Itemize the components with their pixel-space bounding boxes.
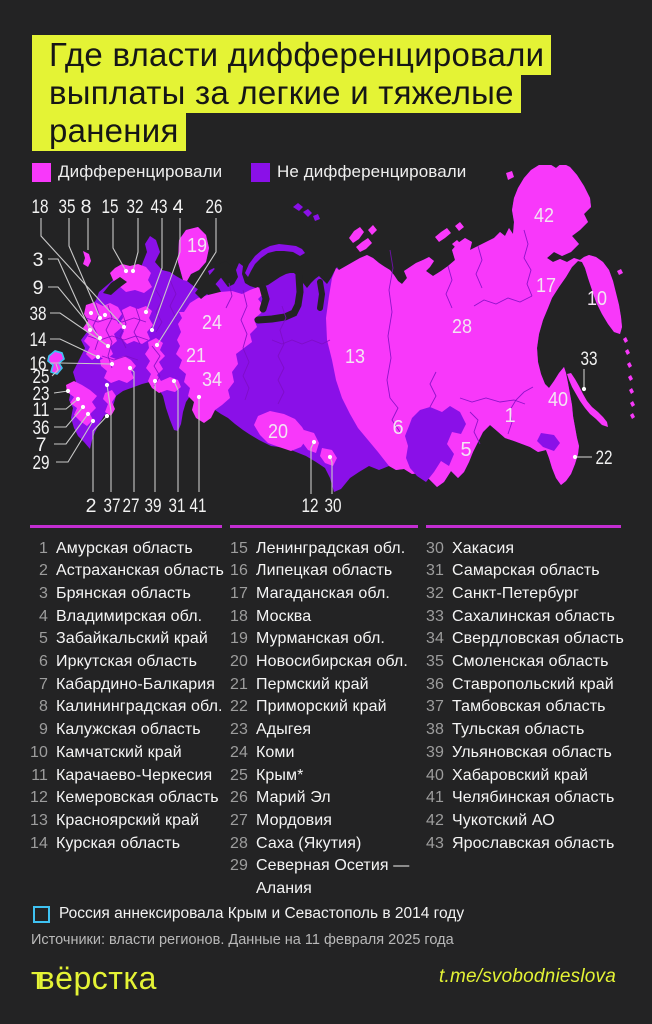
svg-text:22: 22 <box>596 447 613 469</box>
svg-text:43: 43 <box>151 196 168 218</box>
svg-text:35: 35 <box>59 196 76 218</box>
svg-text:16: 16 <box>30 353 47 375</box>
svg-text:39: 39 <box>145 495 162 517</box>
svg-text:27: 27 <box>123 495 140 517</box>
svg-text:36: 36 <box>33 417 50 439</box>
svg-text:8: 8 <box>81 196 92 218</box>
svg-text:24: 24 <box>202 312 222 334</box>
svg-text:26: 26 <box>206 196 223 218</box>
svg-text:15: 15 <box>102 196 119 218</box>
svg-text:32: 32 <box>127 196 144 218</box>
svg-text:5: 5 <box>460 439 471 461</box>
svg-text:31: 31 <box>169 495 186 517</box>
svg-text:11: 11 <box>33 399 50 421</box>
svg-text:34: 34 <box>202 369 222 391</box>
svg-text:21: 21 <box>186 345 206 367</box>
svg-text:23: 23 <box>33 383 50 405</box>
svg-text:41: 41 <box>190 495 207 517</box>
svg-text:13: 13 <box>345 346 365 368</box>
svg-text:25: 25 <box>33 366 50 388</box>
svg-text:42: 42 <box>534 205 554 227</box>
svg-text:3: 3 <box>33 249 44 271</box>
svg-text:1: 1 <box>504 405 515 427</box>
svg-text:7: 7 <box>36 434 47 456</box>
svg-text:20: 20 <box>268 421 288 443</box>
svg-text:33: 33 <box>581 348 598 370</box>
svg-text:6: 6 <box>392 417 403 439</box>
svg-text:4: 4 <box>173 196 184 218</box>
svg-text:29: 29 <box>33 452 50 474</box>
svg-text:38: 38 <box>30 303 47 325</box>
svg-text:19: 19 <box>187 235 207 257</box>
svg-text:30: 30 <box>325 495 342 517</box>
svg-text:40: 40 <box>548 389 568 411</box>
svg-text:37: 37 <box>104 495 121 517</box>
svg-text:28: 28 <box>452 316 472 338</box>
svg-text:14: 14 <box>30 329 47 351</box>
svg-text:17: 17 <box>536 275 556 297</box>
svg-text:10: 10 <box>587 288 607 310</box>
svg-text:2: 2 <box>86 495 97 517</box>
svg-text:18: 18 <box>32 196 49 218</box>
svg-text:9: 9 <box>33 277 44 299</box>
svg-text:12: 12 <box>302 495 319 517</box>
